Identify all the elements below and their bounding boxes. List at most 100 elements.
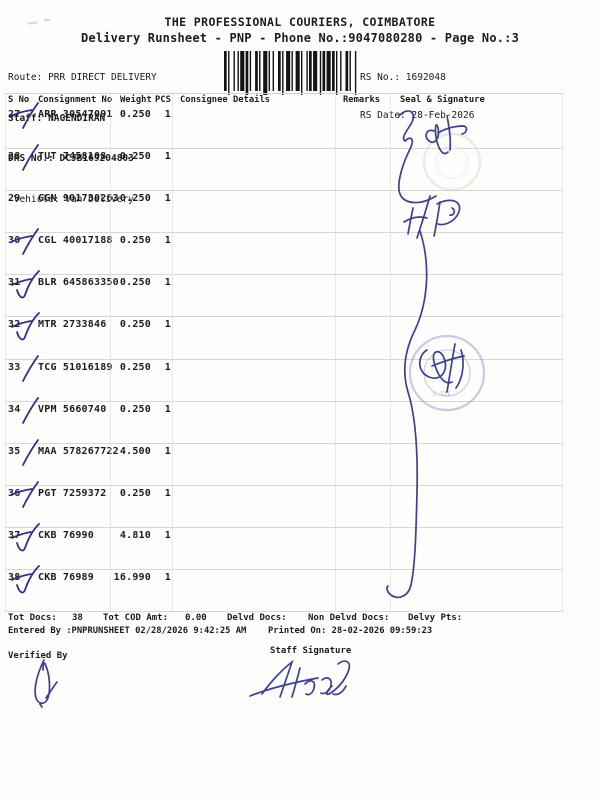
row-consignment-no: CKB 76990 xyxy=(38,529,94,541)
table-header: S No Consignment No Weight PCS Consignee Det… xyxy=(5,94,563,107)
delivery-tick-icon xyxy=(11,270,40,299)
verified-by-signature xyxy=(34,659,58,708)
row-weight: 0.250 xyxy=(119,277,151,289)
grid-line xyxy=(110,94,111,612)
table-row: 33 TCG 51016189 0.250 1 xyxy=(5,354,563,402)
column-header: Consignment No xyxy=(38,95,113,105)
row-consignment-no: TUT 7458108 xyxy=(38,151,107,163)
table-row: 36 PGT 7259372 0.250 1 xyxy=(5,480,563,528)
delvy-pts-label: Delvy Pts: xyxy=(408,613,463,623)
delivery-tick-icon xyxy=(10,480,39,508)
row-weight: 0.250 xyxy=(119,487,151,499)
row-pcs: 1 xyxy=(164,235,171,247)
column-header: Weight xyxy=(120,95,152,105)
row-weight: 16.990 xyxy=(113,572,151,584)
row-consignment-no: ARR 30547091 xyxy=(38,109,113,120)
vehicle-label: Vehicle: xyxy=(13,193,60,205)
table-row: 31 BLR 645863350 0.250 1 xyxy=(5,270,563,318)
row-consignment-no: TCG 51016189 xyxy=(38,361,113,373)
tot-docs-value: 38 xyxy=(72,613,83,623)
grid-line xyxy=(562,94,563,612)
row-sno: 37 xyxy=(8,529,21,541)
row-weight: 0.250 xyxy=(119,403,151,415)
row-weight: 4.810 xyxy=(119,529,151,541)
row-consignment-no: CGL 40017188 xyxy=(38,235,113,247)
row-sno: 29 xyxy=(8,193,21,205)
consignment-table: S No Consignment No Weight PCS Consignee Det… xyxy=(5,93,563,613)
delivery-tick-icon xyxy=(22,144,39,171)
table-row: 30 CGL 40017188 0.250 1 xyxy=(5,228,563,276)
delivery-tick-icon xyxy=(11,523,40,552)
table-row: 35 MAA 578267722 4.500 1 xyxy=(5,438,563,486)
doc-title: THE PROFESSIONAL COURIERS, COIMBATORE xyxy=(164,15,436,29)
row-consignment-no: CKB 76989 xyxy=(38,572,94,584)
printed-on-text: Printed On: 28-02-2026 09:59:23 xyxy=(268,626,433,636)
delivery-tick-icon xyxy=(10,102,39,129)
rs-date-value: 28-Feb-2026 xyxy=(411,109,475,121)
tot-docs-label: Tot Docs: xyxy=(8,613,57,623)
row-consignment-no: MTR 2733846 xyxy=(38,319,107,331)
row-weight: 0.250 xyxy=(119,319,151,331)
row-sno: 38 xyxy=(8,572,21,584)
table-body: 27 ARR 30547091 0.250 1 28 TUT 7458108 0.250 1 2… xyxy=(5,102,563,613)
row-weight: 0.250 xyxy=(119,109,151,120)
row-sno: 34 xyxy=(8,403,21,415)
table-row: 29 GGN 901730263 0.250 1 xyxy=(5,191,563,234)
rs-no-label: RS No.: xyxy=(360,72,401,83)
drs-value: DCJB169204803 xyxy=(59,153,134,164)
row-sno: 33 xyxy=(8,361,21,373)
tot-cod-value: 0.00 xyxy=(185,613,207,623)
row-consignment-no: MAA 578267722 xyxy=(38,445,119,457)
table-row: 38 CKB 76989 16.990 1 xyxy=(5,565,563,613)
row-pcs: 1 xyxy=(164,361,171,373)
delivery-tick-icon xyxy=(22,354,39,382)
row-pcs: 1 xyxy=(164,487,171,499)
table-row: 34 VPM 5660740 0.250 1 xyxy=(5,396,563,444)
route-line: Route: PRR DIRECT DELIVERY xyxy=(8,71,157,85)
grid-line xyxy=(335,94,336,612)
row-consignment-no: BLR 645863350 xyxy=(38,277,119,289)
grid-line xyxy=(5,94,6,612)
staff-value: NAGENDIRAN xyxy=(48,112,106,124)
row-pcs: 1 xyxy=(164,151,171,163)
delivery-tick-icon xyxy=(22,438,39,466)
staff-signature-label: Staff Signature xyxy=(270,646,352,656)
table-row: 32 MTR 2733846 0.250 1 xyxy=(5,312,563,360)
table-row: 28 TUT 7458108 0.250 1 xyxy=(5,144,563,192)
column-header: PCS xyxy=(155,95,171,105)
drs-line: DRS No.: DCJB169204803 xyxy=(8,152,157,166)
rs-no-value: 1692048 xyxy=(405,72,446,83)
rs-no-line: RS No.: 1692048 xyxy=(360,72,474,85)
entered-by-text: Entered By :PNPRUNSHEET 02/28/2026 9:42:… xyxy=(8,626,247,636)
row-weight: 0.250 xyxy=(119,361,151,373)
row-sno: 35 xyxy=(8,445,21,457)
tot-cod-label: Tot COD Amt: xyxy=(103,613,169,623)
row-consignment-no: GGN 901730263 xyxy=(38,193,119,205)
row-pcs: 1 xyxy=(164,319,171,331)
rs-date-line: RS Date: 28-Feb-2026 xyxy=(360,110,474,123)
row-weight: 0.250 xyxy=(119,151,151,163)
table-row: 27 ARR 30547091 0.250 1 xyxy=(5,102,563,150)
column-header: Remarks xyxy=(343,95,381,105)
grid-line xyxy=(390,94,391,612)
drs-label: DRS No.: xyxy=(8,153,54,164)
delivery-tick-icon xyxy=(11,565,40,594)
barcode-svg xyxy=(224,51,357,95)
barcode xyxy=(223,50,359,96)
table-row: 37 CKB 76990 4.810 1 xyxy=(5,523,563,571)
doc-subtitle: Delivery Runsheet - PNP - Phone No.:9047… xyxy=(80,31,520,45)
row-pcs: 1 xyxy=(164,403,171,415)
verified-by-label: Verified By xyxy=(8,651,68,661)
grid-line xyxy=(172,94,173,612)
column-header: Seal & Signature xyxy=(400,95,485,105)
delvd-docs-label: Delvd Docs: xyxy=(227,613,287,623)
row-pcs: 1 xyxy=(164,572,171,584)
row-pcs: 1 xyxy=(164,529,171,541)
column-header: Consignee Details xyxy=(180,95,271,105)
route-label: Route: xyxy=(8,72,43,83)
row-pcs: 1 xyxy=(164,193,171,205)
delivery-tick-icon xyxy=(10,228,39,256)
entered-row: Entered By :PNPRUNSHEET 02/28/2026 9:42:… xyxy=(5,626,565,638)
row-sno: 32 xyxy=(8,319,21,331)
